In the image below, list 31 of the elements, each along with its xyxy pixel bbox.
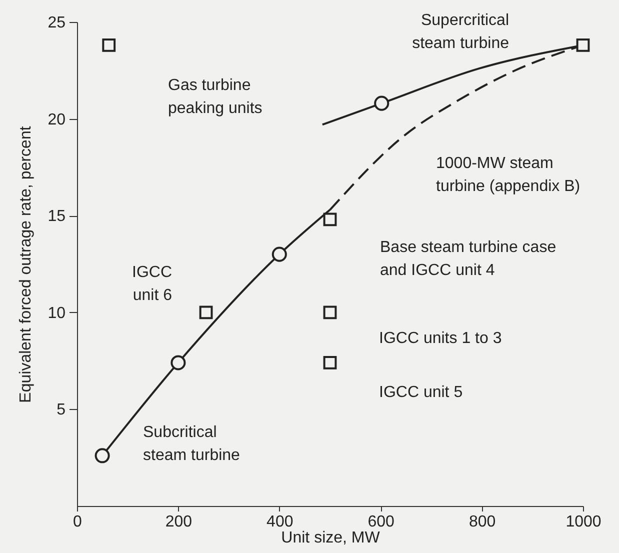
point: [102, 38, 116, 52]
x-tick-label: 600: [368, 514, 395, 530]
y-tick-label: 20: [48, 111, 66, 128]
annotation: Supercritical steam turbine: [412, 12, 510, 52]
y-tick-label: 15: [48, 208, 66, 226]
annotation: Gas turbine peaking units: [168, 77, 262, 117]
x-tick-label: 400: [266, 514, 294, 530]
annotation: Subcritical steam turbine: [143, 424, 240, 464]
x-tick-label: 0: [73, 514, 82, 530]
annotation: Base steam turbine case and IGCC unit 4: [380, 239, 556, 279]
y-tick-label: 25: [48, 14, 66, 32]
y-tick-label: 10: [48, 304, 66, 322]
y-tick-label: 5: [56, 402, 66, 419]
annotation: IGCC unit 5: [379, 384, 463, 401]
y-axis-title: Equivalent forced outrage rate, percent: [18, 126, 35, 403]
point: [199, 306, 213, 320]
point: [272, 246, 287, 262]
point: [576, 38, 590, 52]
x-tick-label: 200: [165, 514, 192, 530]
point: [94, 448, 110, 464]
point: [170, 355, 186, 370]
annotation: IGCC units 1 to 3: [379, 330, 502, 347]
point: [323, 212, 337, 226]
point: [323, 356, 337, 370]
x-tick-label: 800: [468, 514, 496, 530]
annotation: 1000-MW steam turbine (appendix B): [436, 155, 580, 195]
x-tick-label: 1000: [566, 514, 602, 530]
annotation: IGCC unit 6: [132, 264, 172, 304]
point: [323, 306, 337, 320]
x-axis-title: Unit size, MW: [281, 530, 381, 546]
point: [374, 96, 390, 111]
